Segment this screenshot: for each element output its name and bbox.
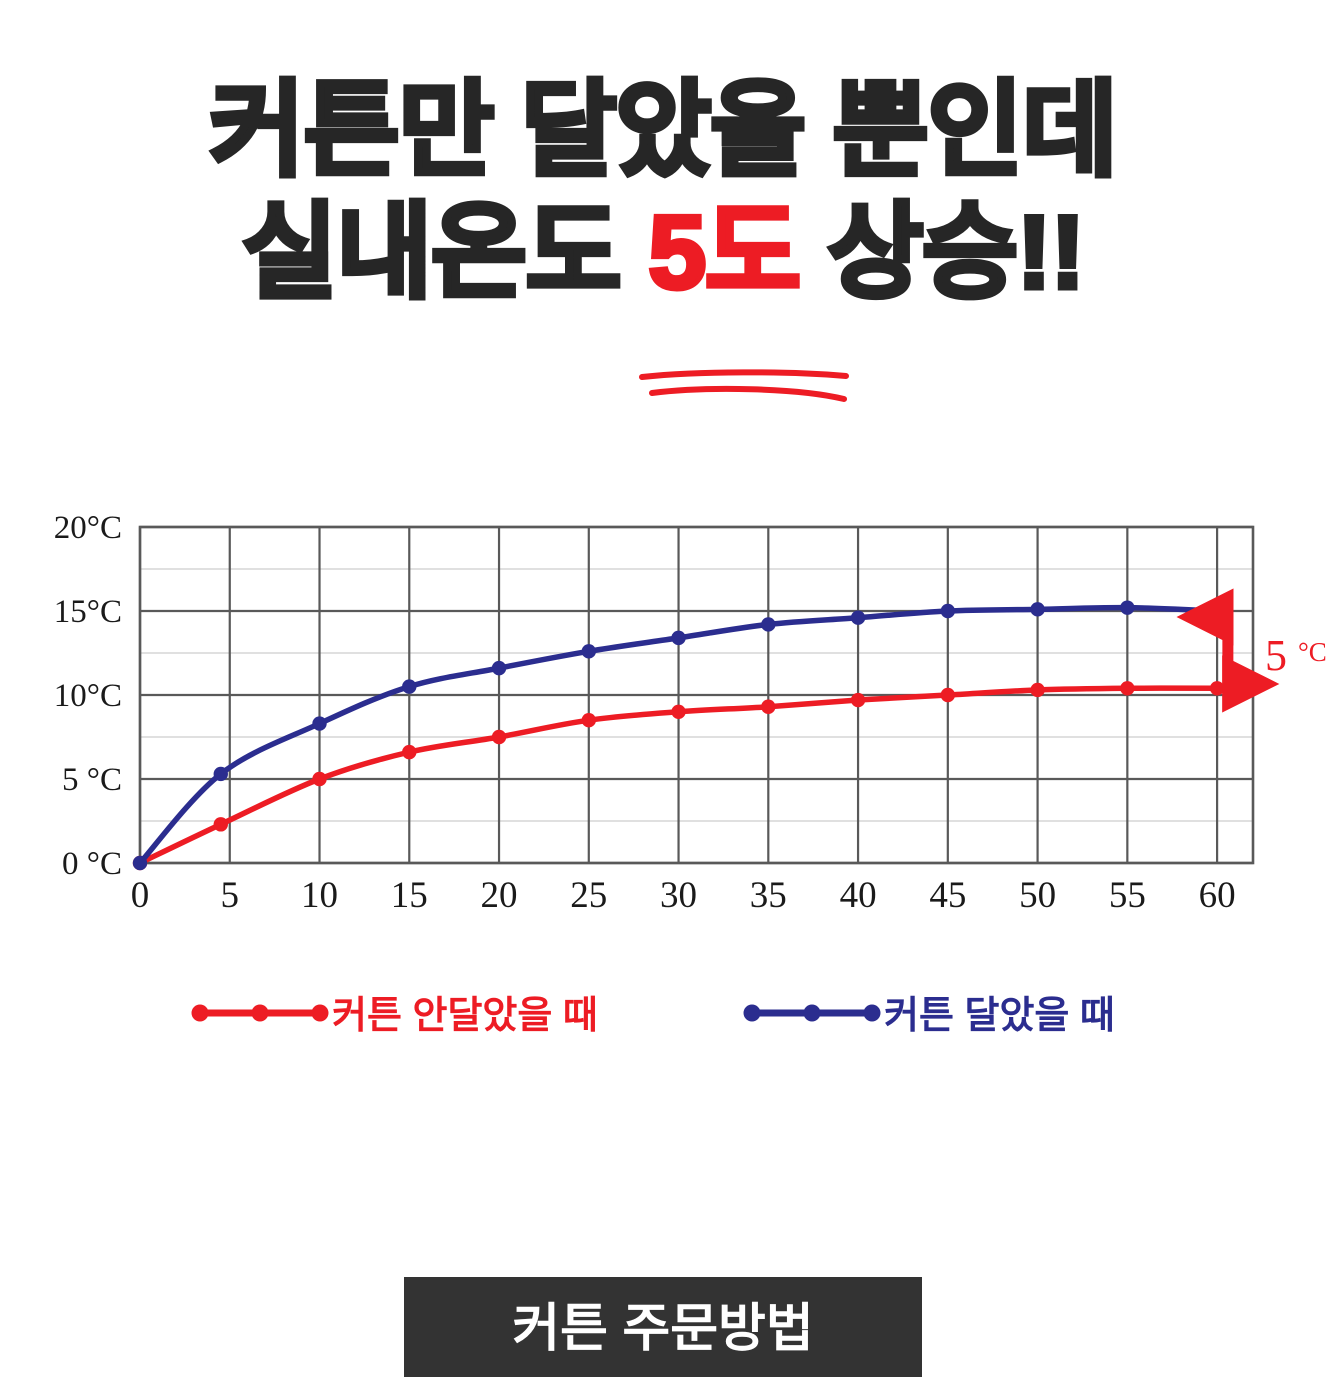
legend-dot-red-left [191, 1004, 209, 1022]
x-tick-label: 55 [1109, 875, 1146, 916]
data-point [213, 817, 228, 832]
chart-legend: 커튼 안달았을 때 커튼 달았을 때 [191, 995, 1115, 1037]
y-tick-label: 10°C [54, 678, 122, 714]
accent-underline-decoration [639, 369, 849, 402]
data-point [671, 630, 686, 646]
order-method-banner-label: 커튼 주문방법 [512, 1300, 814, 1358]
data-point [491, 660, 507, 676]
grid-minor-lines [140, 568, 1253, 822]
x-axis-tick-labels: 0 5 10 15 20 25 30 35 40 45 50 55 60 [131, 875, 1236, 916]
y-axis-tick-labels: 20°C 15°C 10°C 5 °C 0 °C [54, 510, 122, 882]
data-point [940, 603, 956, 619]
data-point [402, 679, 417, 694]
gap-arrow-unit: °C [1298, 637, 1326, 667]
x-tick-label: 40 [840, 875, 877, 916]
x-tick-label: 30 [660, 875, 697, 916]
x-tick-label: 50 [1019, 875, 1056, 916]
legend-label-with-curtain: 커튼 달았을 때 [884, 995, 1115, 1037]
gap-arrow-value: 5 [1265, 631, 1287, 680]
x-tick-label: 45 [929, 875, 966, 916]
x-tick-label: 10 [301, 875, 338, 916]
series-layer [132, 600, 1225, 871]
headline-line-2-suffix: 상승!! [799, 195, 1088, 312]
y-tick-label: 20°C [54, 510, 122, 546]
data-point [671, 704, 686, 719]
data-point [132, 855, 148, 871]
data-point [1209, 603, 1225, 619]
data-point [491, 729, 507, 745]
data-point [761, 699, 776, 714]
legend-dot-blue-mid [803, 1004, 821, 1022]
legend-dot-blue-right [863, 1004, 881, 1022]
data-point [402, 744, 417, 760]
x-tick-label: 20 [481, 875, 518, 916]
headline-line-2: 실내온도 5도 상승!! [0, 195, 1326, 312]
data-point [850, 610, 866, 625]
legend-item-with-curtain[interactable]: 커튼 달았을 때 [743, 995, 1115, 1037]
y-tick-label: 15°C [54, 594, 122, 630]
headline-line-1: 커튼만 달았을 뿐인데 [207, 73, 1121, 189]
x-tick-label: 60 [1199, 875, 1236, 916]
data-point [1209, 681, 1225, 696]
temperature-chart: 20°C 15°C 10°C 5 °C 0 °C 0 5 10 15 20 25 30 35 40 45 5… [0, 495, 1326, 1065]
data-point [213, 766, 228, 782]
data-point [312, 771, 327, 787]
data-point [940, 687, 956, 703]
headline-block: 커튼만 달았을 뿐인데 실내온도 5도 상승!! [0, 73, 1326, 312]
x-tick-label: 0 [131, 875, 150, 916]
data-point [761, 617, 776, 632]
data-point [850, 692, 866, 708]
data-point [1030, 682, 1045, 698]
x-tick-label: 35 [750, 875, 787, 916]
order-method-banner[interactable]: 커튼 주문방법 [404, 1277, 922, 1377]
y-tick-label: 0 °C [62, 846, 122, 882]
x-tick-label: 5 [221, 875, 240, 916]
legend-dot-red-right [311, 1004, 329, 1022]
legend-dot-blue-left [743, 1004, 761, 1022]
data-point [581, 644, 596, 659]
legend-label-no-curtain: 커튼 안달았을 때 [332, 995, 598, 1037]
x-tick-label: 25 [570, 875, 607, 916]
x-tick-label: 15 [391, 875, 428, 916]
data-point [1030, 602, 1045, 617]
data-point [581, 713, 596, 728]
headline-line-2-prefix: 실내온도 [239, 195, 649, 312]
legend-dot-red-mid [251, 1004, 269, 1022]
headline-accent-5do: 5도 [646, 195, 804, 312]
chart-canvas: 20°C 15°C 10°C 5 °C 0 °C 0 5 10 15 20 25 30 35 40 45 5… [54, 510, 1326, 1037]
gap-annotation: 5 °C [1176, 588, 1326, 713]
data-point [312, 716, 327, 731]
legend-item-no-curtain[interactable]: 커튼 안달았을 때 [191, 995, 598, 1037]
data-point [1120, 600, 1135, 615]
y-tick-label: 5 °C [62, 762, 122, 798]
data-point [1120, 681, 1135, 696]
